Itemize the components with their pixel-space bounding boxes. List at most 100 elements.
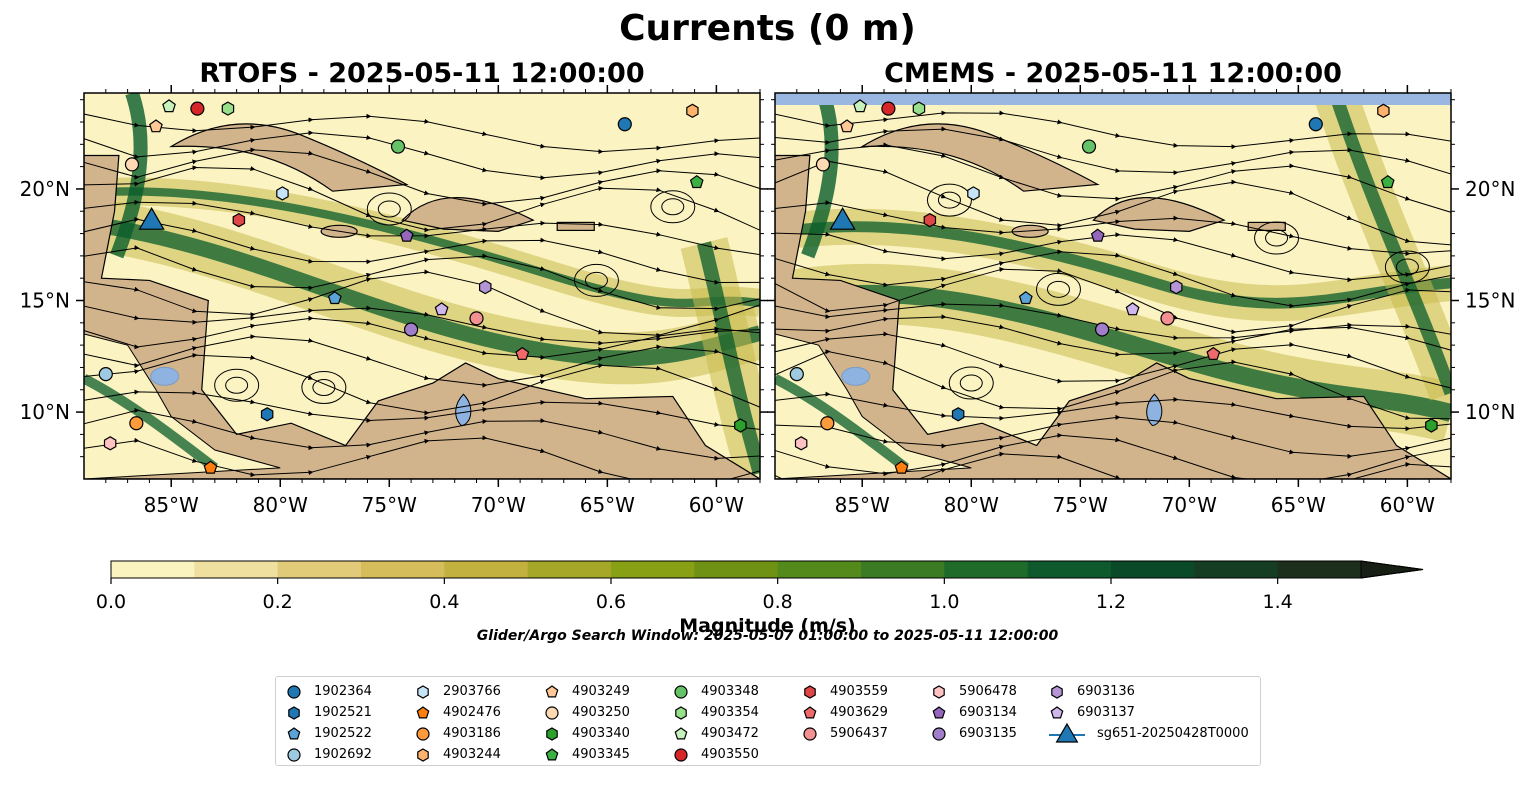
pentagon-marker-icon: [545, 747, 559, 760]
float-4903345: [689, 174, 704, 189]
legend-symbol: [288, 705, 300, 720]
circle-marker-icon: [287, 684, 301, 699]
eddy: [1395, 258, 1419, 276]
colorbar-segment: [361, 561, 445, 578]
float-4902476: [203, 460, 218, 474]
colorbar-tick-label: 0.6: [596, 591, 626, 613]
legend-symbol: [417, 684, 429, 699]
legend-label: 4903345: [572, 747, 630, 762]
legend-label: 4903348: [701, 684, 759, 699]
float-6903134: [1090, 228, 1105, 242]
circle-marker-icon: [932, 726, 946, 741]
legend-symbol: [546, 726, 558, 741]
float-1902692: [98, 367, 113, 382]
search-window-note: Glider/Argo Search Window: 2025-05-07 01…: [476, 628, 1059, 644]
legend-label: 6903136: [1077, 684, 1135, 699]
lat-tick-label: 10°N: [1465, 400, 1515, 424]
colorbar-tick-label: 1.0: [929, 591, 959, 613]
float-2903766: [276, 186, 289, 201]
float-4903629: [515, 346, 530, 360]
float-1902364: [617, 117, 632, 132]
colorbar-tick-label: 1.2: [1096, 591, 1126, 613]
float-4903472: [162, 99, 176, 113]
colorbar-extend-arrow: [1360, 560, 1424, 579]
float-4903348: [1081, 139, 1097, 154]
float-6903137: [434, 302, 449, 316]
legend-symbol: [932, 726, 946, 741]
float-1902692: [789, 367, 804, 382]
map-panel-cmems[interactable]: 85°W 80°W 75°W 70°W 65°W 60°W 20°N 15°N 10°N: [767, 85, 1515, 517]
legend-symbol: [416, 726, 430, 741]
colorbar-segment: [944, 561, 1029, 578]
eddy: [1254, 221, 1300, 255]
colorbar-segment: [1277, 561, 1362, 578]
lon-tick-label: 75°W: [1053, 493, 1108, 517]
map-body: [775, 93, 1451, 479]
colorbar-segment: [777, 561, 862, 578]
hexagon-marker-icon: [804, 684, 816, 699]
circle-marker-icon: [674, 684, 688, 699]
legend-item: 4903249: [542, 681, 630, 702]
legend-label: 4903559: [830, 684, 888, 699]
eddy: [1265, 229, 1289, 247]
legend-item: 1902521: [284, 702, 372, 723]
colorbar-tick-label: 0.8: [763, 591, 793, 613]
legend-item: sg651-20250428T0000: [1047, 722, 1249, 744]
eddy: [948, 366, 994, 400]
legend-item: 4903340: [542, 723, 630, 744]
colorbar-segment: [527, 561, 612, 578]
legend-label: 4903186: [443, 726, 501, 741]
legend-label: 6903135: [959, 726, 1017, 741]
legend-column: 2903766 4902476 4903186 4903244: [413, 681, 501, 765]
float-4903472: [853, 99, 867, 113]
legend-symbol: [1050, 705, 1064, 718]
circle-marker-icon: [674, 747, 688, 762]
circle-marker-icon: [545, 705, 559, 720]
eddy: [366, 192, 412, 226]
lon-tick-label: 85°W: [144, 493, 199, 517]
legend-item: 1902364: [284, 681, 372, 702]
float-2903766: [967, 186, 980, 201]
colorbar-segment: [1194, 561, 1279, 578]
float-4903354: [221, 101, 235, 116]
lon-tick-label: 65°W: [580, 493, 635, 517]
legend-symbol: [287, 726, 301, 739]
eddy: [214, 368, 260, 402]
float-1902522: [327, 291, 342, 305]
panel-title-cmems: CMEMS - 2025-05-11 12:00:00: [884, 58, 1342, 89]
colorbar-segment: [1027, 561, 1112, 578]
circle-marker-icon: [287, 747, 301, 762]
circle-marker-icon: [416, 726, 430, 741]
legend-item: 6903136: [1047, 681, 1249, 702]
pentagon-marker-icon: [674, 726, 688, 739]
eddy: [584, 271, 608, 289]
lon-tick-label: 80°W: [253, 493, 308, 517]
streamline: [84, 435, 760, 479]
eddy: [312, 379, 336, 397]
legend-label: 4903250: [572, 705, 630, 720]
map-panel-rtofs[interactable]: 85°W 80°W 75°W 70°W 65°W 60°W 20°N 15°N 10°N: [20, 85, 775, 517]
legend-label: 4903354: [701, 705, 759, 720]
legend-item: 4903348: [671, 681, 759, 702]
legend-label: 1902364: [314, 684, 372, 699]
float-4903559: [232, 213, 246, 228]
colorbar: 0.0 0.2 0.4 0.6 0.8 1.0 1.2 1.4: [96, 560, 1424, 613]
legend-item: 4903354: [671, 702, 759, 723]
float-4903249: [149, 119, 163, 133]
eddy: [661, 198, 685, 216]
float-4903354: [912, 101, 926, 116]
eddy: [650, 190, 696, 224]
legend-label: 2903766: [443, 684, 501, 699]
float-4903348: [390, 139, 406, 154]
eddy: [1046, 280, 1070, 298]
lake-nicaragua: [150, 366, 180, 386]
colorbar-segment: [111, 561, 195, 578]
panel-title-rtofs: RTOFS - 2025-05-11 12:00:00: [199, 58, 645, 89]
float-1902521: [260, 407, 274, 422]
legend-item: 6903137: [1047, 702, 1249, 723]
colorbar-segment: [694, 561, 779, 578]
float-5906478: [103, 436, 117, 451]
float-1902521: [951, 407, 965, 422]
glider-marker: [829, 206, 856, 230]
float-6903135: [403, 322, 419, 337]
